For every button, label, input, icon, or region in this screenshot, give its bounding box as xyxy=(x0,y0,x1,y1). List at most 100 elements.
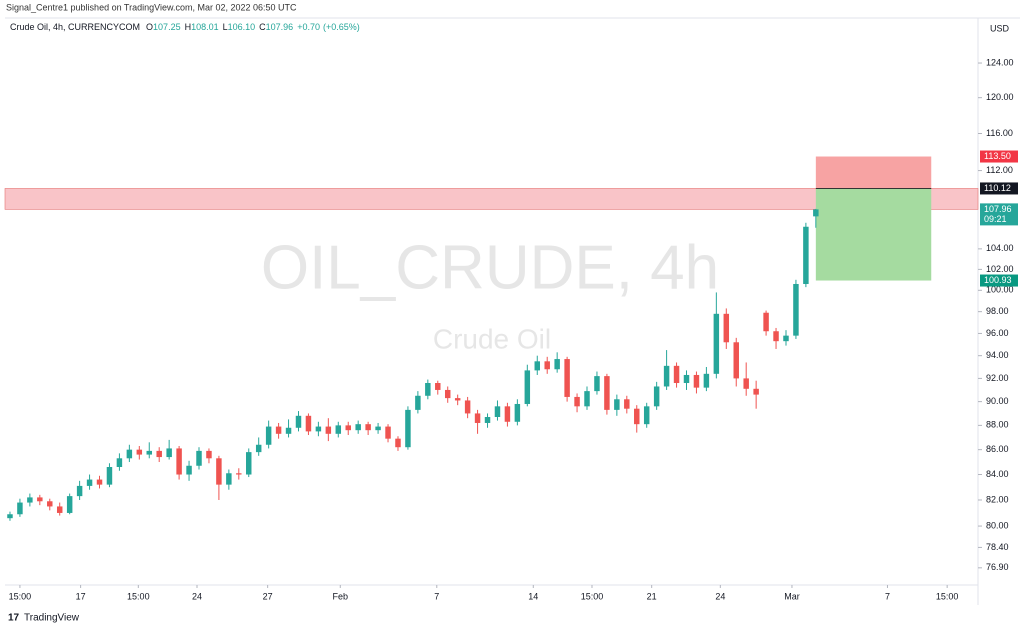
x-tick-label: 17 xyxy=(76,591,86,601)
candle-body xyxy=(624,399,630,409)
candle-body xyxy=(753,388,759,395)
x-tick-label: 7 xyxy=(434,591,439,601)
stop-zone xyxy=(815,156,932,189)
candle-body xyxy=(275,426,282,434)
x-tick-label: 7 xyxy=(885,591,890,601)
y-tick-label: 94.00 xyxy=(986,350,1009,360)
candle-body xyxy=(564,359,570,397)
x-tick-label: 24 xyxy=(715,591,725,601)
target-tag-label: 100.93 xyxy=(984,275,1012,285)
y-tick-label: 112.00 xyxy=(986,165,1013,175)
stop-tag xyxy=(980,150,1018,163)
candle-body xyxy=(444,389,451,399)
candle-body xyxy=(146,450,152,455)
target-tag xyxy=(980,274,1018,287)
candle-body xyxy=(17,502,23,515)
y-tick-label: 88.00 xyxy=(986,420,1009,430)
legend-item: Crude Oil, 4h, CURRENCYCOM xyxy=(10,22,140,32)
y-tick-label: 104.00 xyxy=(986,243,1014,253)
candle-body xyxy=(265,426,272,445)
x-tick-label: 15:00 xyxy=(936,591,959,601)
currency: USD xyxy=(990,23,1010,33)
y-tick-label: 102.00 xyxy=(986,264,1014,274)
candle-body xyxy=(405,409,411,448)
candle-body xyxy=(713,313,720,374)
candle-body xyxy=(156,450,162,458)
countdown: 09:21 xyxy=(984,214,1007,224)
y-tick-label: 92.00 xyxy=(986,373,1009,383)
candle-body xyxy=(653,386,660,407)
candle-body xyxy=(703,373,710,388)
candle-body xyxy=(216,458,222,485)
y-tick-label: 98.00 xyxy=(986,306,1009,316)
candle-body xyxy=(226,473,232,485)
candle-body xyxy=(584,391,590,407)
candle-body xyxy=(524,370,531,404)
candle-body xyxy=(693,374,700,388)
candle-body xyxy=(763,312,769,332)
candle-body xyxy=(116,458,123,468)
candle-body xyxy=(425,383,431,396)
stop-tag-label: 113.50 xyxy=(984,151,1011,161)
candle-body xyxy=(494,406,501,417)
candle-body xyxy=(554,359,560,370)
entry-tag xyxy=(980,182,1018,195)
y-tick-label: 120.00 xyxy=(986,92,1014,102)
candle-body xyxy=(315,426,322,432)
x-tick-label: 21 xyxy=(647,591,657,601)
candle-body xyxy=(743,378,749,389)
y-tick-label: 116.00 xyxy=(986,128,1013,138)
legend-item: +0.70 xyxy=(297,22,320,32)
candle-body xyxy=(365,424,371,431)
y-tick-label: 82.00 xyxy=(986,494,1009,504)
x-tick-label: Mar xyxy=(784,591,800,601)
x-tick-label: 15:00 xyxy=(9,591,32,601)
candle-body xyxy=(76,485,83,497)
candle-body xyxy=(86,479,93,486)
resistance-zone xyxy=(4,188,979,210)
candle-body xyxy=(773,331,779,342)
candle-body xyxy=(246,452,252,475)
legend-item: (+0.65%) xyxy=(323,22,360,32)
candle-body xyxy=(663,365,670,387)
y-tick-label: 76.90 xyxy=(986,562,1009,572)
candle-body xyxy=(793,283,799,336)
candle-body xyxy=(47,501,53,507)
candle-body xyxy=(106,467,113,485)
entry-tag-label: 110.12 xyxy=(984,183,1011,193)
candle-body xyxy=(37,497,43,502)
candle-body xyxy=(27,497,33,503)
candle-body xyxy=(435,383,441,390)
candle-body xyxy=(196,450,202,466)
y-tick-label: 124.00 xyxy=(986,57,1014,67)
candle-body xyxy=(643,406,650,425)
watermark: OIL_CRUDE, 4h xyxy=(261,233,719,302)
watermark-sub: Crude Oil xyxy=(433,323,551,354)
candle-body xyxy=(673,365,680,384)
candle-body xyxy=(723,313,730,343)
candle-body xyxy=(285,427,292,434)
candle-body xyxy=(345,425,351,431)
x-tick-label: 14 xyxy=(528,591,538,601)
candle-body xyxy=(395,438,401,448)
candle-body xyxy=(96,479,103,485)
y-tick-label: 96.00 xyxy=(986,328,1009,338)
candle-body xyxy=(325,426,332,434)
legend: Crude Oil, 4h, CURRENCYCOM O107.25 H108.01… xyxy=(10,22,360,32)
legend-item: 108.01 xyxy=(191,22,219,32)
candle-body xyxy=(454,398,461,401)
y-tick-label: 90.00 xyxy=(986,396,1009,406)
legend-item: 107.96 xyxy=(266,22,294,32)
candle-body xyxy=(415,395,421,410)
y-tick-label: 78.40 xyxy=(986,542,1009,552)
candle-body xyxy=(634,408,640,425)
candle-body xyxy=(484,416,491,423)
y-tick-label: 84.00 xyxy=(986,469,1009,479)
candle-body xyxy=(683,374,690,384)
candle-body xyxy=(206,450,212,459)
target-zone xyxy=(815,188,932,281)
candle-body xyxy=(305,415,312,432)
legend-item: 106.10 xyxy=(228,22,256,32)
y-tick-label: 100.00 xyxy=(986,285,1014,295)
